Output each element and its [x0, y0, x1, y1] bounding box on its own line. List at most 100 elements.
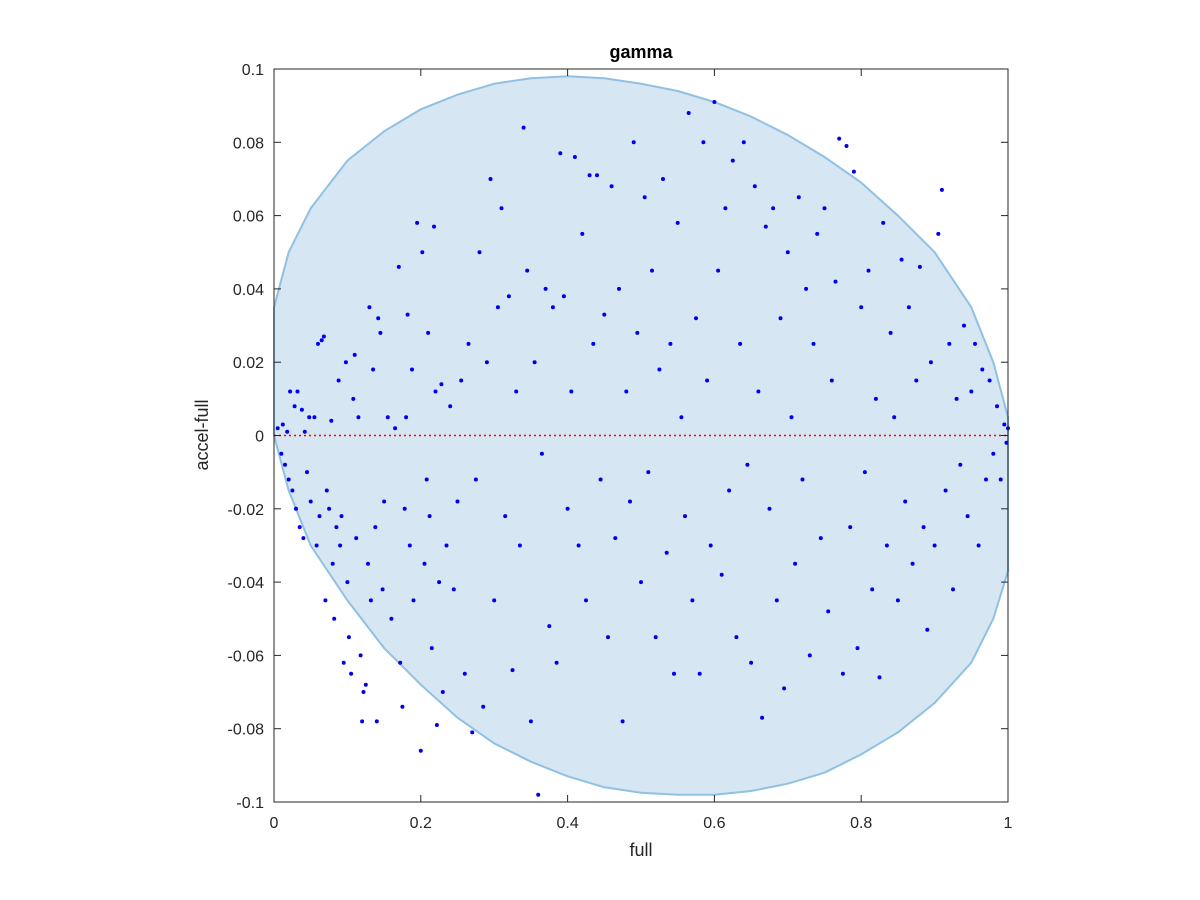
data-point: [995, 404, 999, 409]
data-point: [991, 451, 996, 456]
data-point: [569, 389, 574, 394]
data-point: [679, 415, 684, 420]
data-point: [374, 719, 379, 724]
y-tick-label: 0.02: [233, 355, 264, 372]
data-point: [321, 334, 326, 339]
data-point: [826, 609, 831, 614]
data-point: [756, 389, 761, 394]
data-point: [998, 477, 1003, 482]
data-point: [635, 330, 640, 335]
data-point: [292, 404, 297, 409]
data-point: [466, 341, 471, 346]
data-point: [613, 536, 618, 541]
data-point: [451, 587, 456, 592]
data-point: [903, 499, 908, 504]
data-point: [539, 451, 544, 456]
data-point: [840, 671, 845, 676]
data-point: [914, 378, 919, 383]
data-point: [631, 140, 636, 145]
data-point: [973, 341, 977, 346]
data-point: [686, 111, 691, 115]
data-point: [778, 316, 783, 321]
data-point: [859, 305, 864, 310]
data-point: [295, 389, 300, 394]
data-point: [697, 671, 702, 676]
data-point: [730, 158, 735, 163]
data-point: [609, 184, 614, 189]
data-point: [987, 378, 992, 383]
data-point: [906, 305, 911, 310]
data-point: [470, 730, 475, 735]
data-point: [336, 378, 341, 383]
data-point: [602, 312, 607, 317]
data-point: [796, 195, 801, 200]
data-point: [444, 543, 449, 548]
data-point: [771, 206, 776, 211]
data-point: [521, 125, 526, 130]
data-point: [723, 206, 728, 211]
data-point: [752, 184, 757, 189]
data-point: [734, 635, 739, 640]
data-point: [591, 341, 596, 346]
data-point: [358, 653, 363, 658]
data-point: [558, 151, 563, 156]
data-point: [888, 330, 893, 335]
data-point: [584, 598, 588, 603]
data-point: [366, 561, 370, 566]
data-point: [290, 488, 295, 493]
chart-title: gamma: [609, 42, 673, 62]
data-point: [407, 543, 412, 548]
data-point: [947, 341, 952, 346]
data-point: [492, 598, 497, 603]
data-point: [928, 360, 933, 365]
data-point: [297, 525, 302, 530]
data-point: [510, 668, 515, 673]
data-point: [690, 598, 695, 603]
data-point: [848, 525, 853, 530]
data-point: [561, 294, 566, 299]
data-point: [877, 675, 882, 680]
y-tick-label: 0.08: [233, 135, 264, 152]
x-tick-label: 0: [270, 815, 279, 832]
data-point: [661, 177, 665, 181]
data-point: [285, 429, 290, 434]
data-point: [833, 279, 838, 284]
data-point: [701, 140, 706, 145]
data-point: [398, 660, 403, 665]
data-point: [851, 169, 856, 174]
data-point: [361, 690, 366, 694]
data-point: [800, 477, 805, 482]
data-point: [962, 323, 966, 328]
data-point: [598, 477, 603, 482]
data-point: [767, 506, 772, 511]
data-point: [895, 598, 900, 603]
data-point: [400, 704, 405, 709]
data-point: [440, 690, 445, 694]
data-point: [283, 462, 287, 467]
data-point: [884, 543, 889, 548]
data-point: [448, 404, 453, 409]
x-tick-label: 0.8: [850, 815, 872, 832]
data-point: [657, 367, 662, 372]
data-point: [424, 477, 429, 482]
data-point: [360, 719, 365, 724]
data-point: [943, 488, 948, 493]
data-point: [363, 682, 368, 687]
data-point: [789, 415, 794, 420]
data-point: [855, 646, 860, 651]
data-point: [477, 250, 482, 255]
data-point: [650, 268, 654, 273]
data-point: [642, 195, 647, 200]
data-point: [580, 231, 585, 236]
data-point: [427, 514, 432, 519]
data-point: [404, 415, 409, 420]
data-point: [299, 407, 304, 412]
data-point: [396, 264, 401, 269]
data-point: [426, 330, 431, 335]
data-point: [286, 477, 291, 482]
y-tick-label: -0.06: [228, 648, 265, 665]
data-point: [628, 499, 632, 504]
data-point: [774, 598, 779, 603]
